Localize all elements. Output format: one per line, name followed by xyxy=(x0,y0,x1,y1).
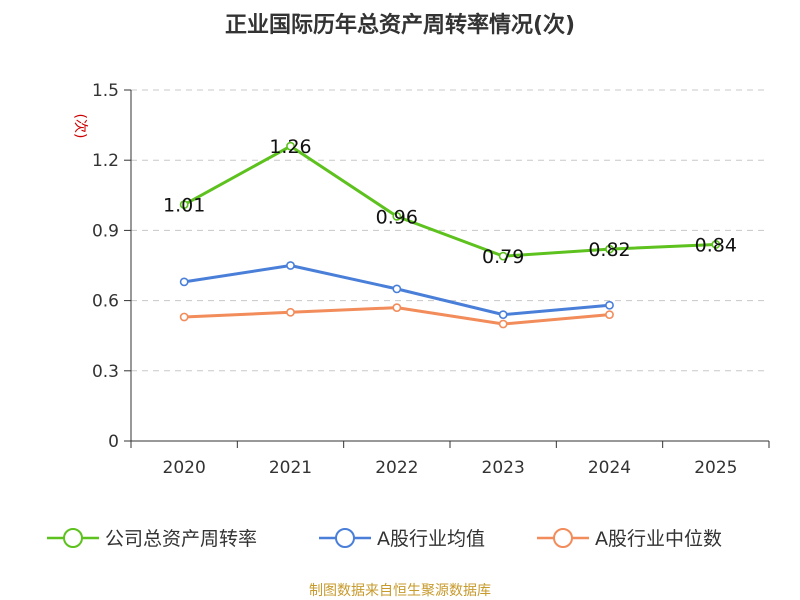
legend-item[interactable]: A股行业均值 xyxy=(319,528,485,550)
x-tick-label: 2025 xyxy=(694,458,737,478)
y-tick-label: 0.3 xyxy=(92,362,119,382)
legend-label: 公司总资产周转率 xyxy=(105,528,257,550)
y-tick-label: 1.2 xyxy=(92,151,119,171)
y-tick-label: 1.5 xyxy=(92,81,119,101)
data-label: 1.26 xyxy=(269,136,311,158)
data-point xyxy=(286,307,295,317)
data-point xyxy=(498,251,508,261)
data-label: 1.01 xyxy=(163,195,205,217)
legend-marker xyxy=(63,528,83,548)
legend-item[interactable]: 公司总资产周转率 xyxy=(47,528,257,550)
source-note: 制图数据来自恒生聚源数据库 xyxy=(309,583,491,599)
legend-marker xyxy=(335,528,355,548)
data-point xyxy=(392,284,402,294)
series-line xyxy=(183,144,716,258)
y-tick-label: 0 xyxy=(108,432,119,452)
y-tick-label: 0.6 xyxy=(92,292,119,312)
y-axis-label: (次) xyxy=(72,114,88,139)
legend-label: A股行业中位数 xyxy=(595,528,722,550)
legend: 公司总资产周转率 A股行业均值 A股行业中位数 xyxy=(47,528,722,550)
gridlines xyxy=(131,89,769,372)
data-point xyxy=(392,303,402,313)
axes: 0 0.3 0.6 0.9 1.2 1.5 2020 2021 2022 2023 2024 2025 xyxy=(92,81,770,478)
data-label: 0.82 xyxy=(588,239,630,261)
data-label: 0.84 xyxy=(695,234,737,256)
x-tick-label: 2023 xyxy=(482,458,525,478)
x-tick-label: 2022 xyxy=(375,458,418,478)
data-labels: 1.01 1.26 0.96 0.79 0.82 0.84 xyxy=(163,136,737,268)
data-label: 0.96 xyxy=(376,206,418,228)
data-point xyxy=(392,211,402,221)
chart-title: 正业国际历年总资产周转率情况(次) xyxy=(225,12,575,38)
data-label: 0.79 xyxy=(482,246,524,268)
data-point xyxy=(179,200,189,210)
data-point xyxy=(605,310,614,320)
legend-marker xyxy=(553,528,573,548)
x-tick-label: 2020 xyxy=(163,458,206,478)
data-point xyxy=(711,240,721,249)
data-point xyxy=(605,244,614,254)
series-group xyxy=(179,141,721,329)
legend-item[interactable]: A股行业中位数 xyxy=(537,528,722,550)
legend-label: A股行业均值 xyxy=(377,528,485,550)
data-point xyxy=(498,310,508,320)
y-tick-label: 0.9 xyxy=(92,221,119,241)
data-point xyxy=(286,141,295,151)
data-point xyxy=(605,300,614,310)
x-tick-label: 2024 xyxy=(588,458,631,478)
data-point xyxy=(179,312,189,322)
data-point xyxy=(498,319,508,329)
data-point xyxy=(179,277,189,287)
data-point xyxy=(286,261,295,270)
x-tick-label: 2021 xyxy=(269,458,312,478)
